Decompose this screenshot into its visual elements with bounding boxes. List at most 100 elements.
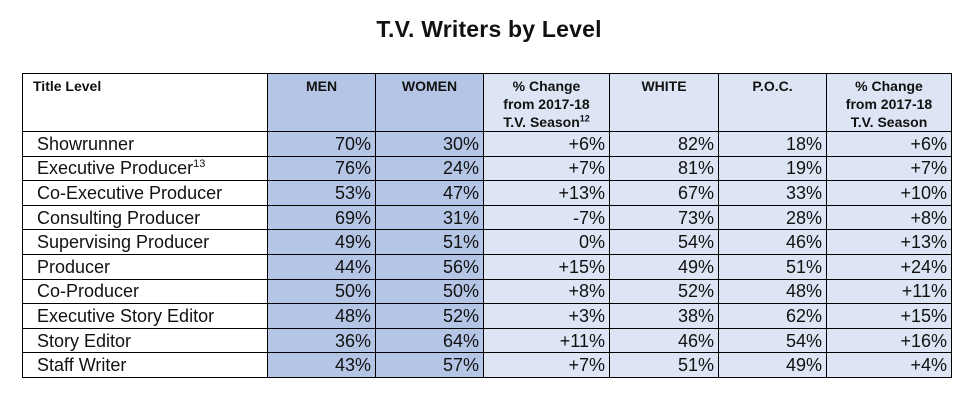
header-change-gender-line1: % Change [512,78,581,94]
table-row: Staff Writer 43% 57% +7% 51% 49% +4% [22,352,952,378]
cell-change-race: +7% [826,155,952,182]
row-label-text: Story Editor [37,330,132,351]
header-change-race: % Change from 2017-18 T.V. Season [826,73,952,132]
cell-women: 51% [375,229,484,255]
cell-white: 49% [609,253,719,280]
cell-poc: 51% [718,253,827,280]
cell-change-race: +24% [826,253,952,280]
cell-change-race: +10% [826,180,952,206]
cell-change-race: +6% [826,131,952,157]
cell-men: 70% [267,131,376,157]
cell-change-gender: +7% [483,155,610,182]
cell-women: 57% [375,352,484,378]
row-label-text: Co-Producer [37,281,140,302]
cell-white: 82% [609,131,719,157]
row-label-text: Co-Executive Producer [37,182,223,203]
row-label: Co-Producer [22,278,268,305]
cell-change-race: +16% [826,327,952,354]
header-change-gender-line3: T.V. Season [503,114,580,130]
writers-table: Title Level MEN WOMEN % Change from 2017… [22,73,952,378]
header-change-gender-line2: from 2017-18 [503,96,590,112]
cell-white: 46% [609,327,719,354]
cell-change-gender: -7% [483,204,610,231]
cell-change-race: +11% [826,278,952,305]
table-row: Supervising Producer 49% 51% 0% 54% 46% +13% [22,229,952,255]
row-label-text: Showrunner [37,133,135,154]
cell-white: 73% [609,204,719,231]
table-row: Co-Producer 50% 50% +8% 52% 48% +11% [22,278,952,305]
cell-change-gender: +13% [483,180,610,206]
row-label-text: Supervising Producer [37,232,210,253]
cell-men: 69% [267,204,376,231]
cell-poc: 33% [718,180,827,206]
header-change-race-line3: T.V. Season [850,114,928,130]
page-title: T.V. Writers by Level [376,16,602,42]
cell-change-race: +13% [826,229,952,255]
header-change-race-line1: % Change [855,78,923,94]
table-row: Executive Producer13 76% 24% +7% 81% 19% +7% [22,155,952,182]
row-label: Supervising Producer [22,229,268,255]
cell-men: 49% [267,229,376,255]
row-label-text: Staff Writer [37,355,127,376]
row-label-text: Executive Story Editor [37,305,215,326]
row-label: Story Editor [22,327,268,354]
header-change-race-line2: from 2017-18 [845,96,933,112]
row-label: Co-Executive Producer [22,180,268,206]
table-row: Executive Story Editor 48% 52% +3% 38% 62% +15… [22,303,952,329]
cell-white: 38% [609,303,719,329]
row-label-text: Executive Producer [37,158,194,179]
cell-change-race: +4% [826,352,952,378]
cell-women: 30% [375,131,484,157]
header-poc: P.O.C. [718,73,827,132]
cell-poc: 62% [718,303,827,329]
cell-change-gender: +15% [483,253,610,280]
cell-change-gender: +11% [483,327,610,354]
cell-change-gender: +3% [483,303,610,329]
cell-white: 52% [609,278,719,305]
cell-women: 31% [375,204,484,231]
row-label: Executive Story Editor [22,303,268,329]
cell-poc: 28% [718,204,827,231]
cell-change-gender: +7% [483,352,610,378]
header-row: Title Level MEN WOMEN % Change from 2017… [22,73,952,132]
cell-women: 56% [375,253,484,280]
cell-white: 51% [609,352,719,378]
cell-poc: 48% [718,278,827,305]
cell-women: 64% [375,327,484,354]
cell-white: 81% [609,155,719,182]
table-row: Producer 44% 56% +15% 49% 51% +24% [22,253,952,280]
cell-men: 43% [267,352,376,378]
cell-white: 67% [609,180,719,206]
table-row: Co-Executive Producer 53% 47% +13% 67% 33% +10… [22,180,952,206]
header-women: WOMEN [375,73,484,132]
cell-white: 54% [609,229,719,255]
row-label: Showrunner [22,131,268,157]
table-row: Showrunner 70% 30% +6% 82% 18% +6% [22,131,952,157]
row-label: Executive Producer13 [22,155,268,182]
table-row: Consulting Producer 69% 31% -7% 73% 28% +8% [22,204,952,231]
cell-poc: 19% [718,155,827,182]
cell-men: 50% [267,278,376,305]
cell-poc: 18% [718,131,827,157]
cell-change-gender: +8% [483,278,610,305]
cell-women: 52% [375,303,484,329]
cell-women: 47% [375,180,484,206]
header-men: MEN [267,73,376,132]
header-change-gender: % Change from 2017-18 T.V. Season12 [483,73,610,132]
row-label-text: Consulting Producer [37,207,201,228]
header-white: WHITE [609,73,719,132]
cell-poc: 46% [718,229,827,255]
cell-women: 50% [375,278,484,305]
footnote-12: 12 [579,113,590,124]
cell-change-gender: +6% [483,131,610,157]
row-label-text: Producer [37,256,111,277]
cell-men: 36% [267,327,376,354]
cell-men: 44% [267,253,376,280]
header-title-level: Title Level [22,73,268,132]
cell-women: 24% [375,155,484,182]
cell-men: 76% [267,155,376,182]
cell-poc: 49% [718,352,827,378]
cell-men: 48% [267,303,376,329]
cell-poc: 54% [718,327,827,354]
row-label: Producer [22,253,268,280]
